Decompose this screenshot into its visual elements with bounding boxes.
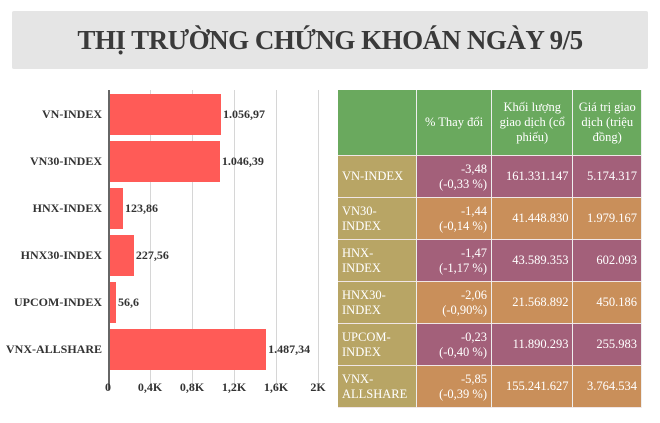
change-value: -0,23 xyxy=(460,329,487,344)
category-label: UPCOM-INDEX xyxy=(14,295,102,309)
value-cell: 255.983 xyxy=(572,323,642,366)
change-cell: -1,44 (-0,14 %) xyxy=(416,197,492,240)
index-name: VNX-ALLSHARE xyxy=(338,365,417,408)
category-label: VN-INDEX xyxy=(42,107,102,121)
category-label: VNX-ALLSHARE xyxy=(5,342,102,356)
index-name: VN30-INDEX xyxy=(338,197,417,240)
table-row: VN30-INDEX -1,44 (-0,14 %) 41.448.830 1.9… xyxy=(338,197,642,240)
change-percent: (-0,90%) xyxy=(442,302,487,317)
gridline xyxy=(192,90,193,390)
category-label: VN30-INDEX xyxy=(30,154,102,168)
value-label: 56,6 xyxy=(117,295,139,309)
index-name: HNX30-INDEX xyxy=(338,281,417,324)
value-label: 1.046,39 xyxy=(221,154,264,168)
change-percent: (-1,17 %) xyxy=(439,260,487,275)
change-percent: (-0,33 %) xyxy=(439,176,487,191)
change-cell: -1,47 (-1,17 %) xyxy=(416,239,492,282)
change-cell: -2,06 (-0,90%) xyxy=(416,281,492,324)
gridline xyxy=(150,90,151,390)
change-percent: (-0,14 %) xyxy=(439,218,487,233)
volume-cell: 161.331.147 xyxy=(491,155,574,198)
table-row: VN-INDEX -3,48 (-0,33 %) 161.331.147 5.17… xyxy=(338,155,642,198)
value-cell: 5.174.317 xyxy=(572,155,642,198)
value-label: 1.487,34 xyxy=(268,342,311,356)
page-title: THỊ TRƯỜNG CHỨNG KHOÁN NGÀY 9/5 xyxy=(77,24,583,55)
volume-cell: 43.589.353 xyxy=(491,239,574,282)
index-name: UPCOM-INDEX xyxy=(338,323,417,366)
bar-chart: 0 0,4K 0,8K 1,2K 1,6K 2K VN-INDEX 1.056,97 VN30-… xyxy=(0,88,330,408)
bar xyxy=(110,141,220,182)
bar xyxy=(110,188,123,229)
change-value: -1,44 xyxy=(460,203,487,218)
value-label: 227,56 xyxy=(135,248,169,262)
category-label: HNX-INDEX xyxy=(32,201,102,215)
index-table: % Thay đổi Khối lượng giao dịch (cổ phiế… xyxy=(338,90,642,408)
x-tick: 1,6K xyxy=(263,380,289,394)
value-cell: 602.093 xyxy=(572,239,642,282)
gridline xyxy=(318,90,319,390)
header-volume: Khối lượng giao dịch (cổ phiếu) xyxy=(491,90,574,156)
value-label: 123,86 xyxy=(125,201,158,215)
value-cell: 1.979.167 xyxy=(572,197,642,240)
change-percent: (-0,39 %) xyxy=(439,386,487,401)
y-axis xyxy=(108,90,110,390)
volume-cell: 41.448.830 xyxy=(491,197,574,240)
change-percent: (-0,40 %) xyxy=(439,344,487,359)
title-banner: THỊ TRƯỜNG CHỨNG KHOÁN NGÀY 9/5 xyxy=(12,11,648,69)
x-tick: 0 xyxy=(105,380,111,394)
table-row: UPCOM-INDEX -0,23 (-0,40 %) 11.890.293 25… xyxy=(338,323,642,366)
index-name: VN-INDEX xyxy=(338,155,417,198)
volume-cell: 155.241.627 xyxy=(491,365,574,408)
table-row: HNX30-INDEX -2,06 (-0,90%) 21.568.892 450… xyxy=(338,281,642,324)
category-label: HNX30-INDEX xyxy=(20,248,102,262)
header-value: Giá trị giao dịch (triệu đồng) xyxy=(572,90,642,156)
bar xyxy=(110,235,134,276)
x-tick: 0,8K xyxy=(179,380,205,394)
bar xyxy=(110,282,116,323)
value-cell: 450.186 xyxy=(572,281,642,324)
value-label: 1.056,97 xyxy=(222,107,265,121)
change-cell: -5,85 (-0,39 %) xyxy=(416,365,492,408)
table-row: HNX-INDEX -1,47 (-1,17 %) 43.589.353 602.… xyxy=(338,239,642,282)
index-name: HNX-INDEX xyxy=(338,239,417,282)
change-value: -1,47 xyxy=(460,245,487,260)
gridline xyxy=(276,90,277,390)
x-tick: 1,2K xyxy=(221,380,247,394)
header-change: % Thay đổi xyxy=(416,90,492,156)
x-tick: 0,4K xyxy=(137,380,163,394)
change-cell: -3,48 (-0,33 %) xyxy=(416,155,492,198)
bar xyxy=(110,94,221,135)
volume-cell: 21.568.892 xyxy=(491,281,574,324)
change-value: -3,48 xyxy=(460,161,487,176)
change-value: -2,06 xyxy=(460,287,487,302)
bar xyxy=(110,329,267,370)
header-blank xyxy=(338,90,417,156)
x-tick: 2K xyxy=(310,380,326,394)
gridline xyxy=(234,90,235,390)
table-row: VNX-ALLSHARE -5,85 (-0,39 %) 155.241.627 … xyxy=(338,365,642,408)
value-cell: 3.764.534 xyxy=(572,365,642,408)
change-cell: -0,23 (-0,40 %) xyxy=(416,323,492,366)
change-value: -5,85 xyxy=(460,371,487,386)
volume-cell: 11.890.293 xyxy=(491,323,574,366)
